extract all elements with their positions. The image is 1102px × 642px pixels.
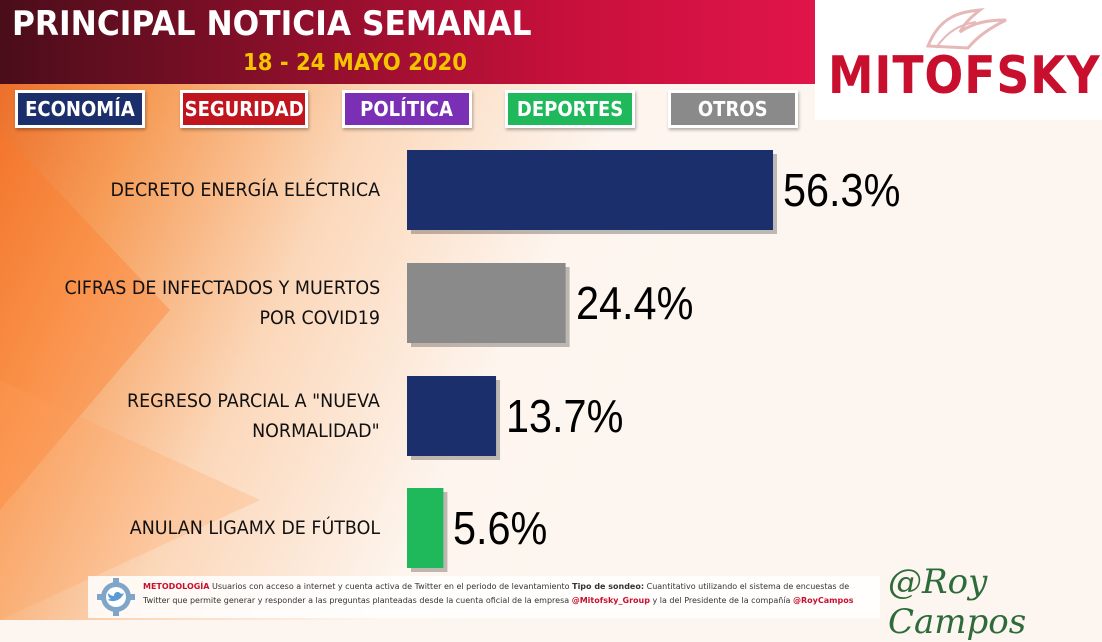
category-label-line: ANULAN LIGAMX DE FÚTBOL — [129, 517, 380, 539]
brand-logo: MITOFSKY — [828, 46, 1101, 106]
page-title: PRINCIPAL NOTICIA SEMANAL — [12, 4, 532, 44]
value-label: 24.4% — [575, 277, 694, 329]
tab-seguridad[interactable]: SEGURIDAD — [180, 90, 308, 128]
bar — [407, 376, 497, 456]
tab-deportes[interactable]: DEPORTES — [505, 90, 635, 128]
tab-label: POLÍTICA — [360, 97, 454, 121]
president-handle-link[interactable]: @RoyCampos — [793, 596, 854, 605]
bar-chart — [407, 150, 777, 572]
wing-logo-icon — [925, 8, 1007, 50]
signature: @Roy Campos — [888, 562, 1027, 642]
methodology-label: METODOLOGÍA — [143, 582, 210, 591]
category-label: DECRETO ENERGÍA ELÉCTRICA — [20, 175, 380, 205]
survey-type-label: Tipo de sondeo: — [572, 582, 645, 591]
tab-label: DEPORTES — [516, 97, 624, 121]
tab-label: SEGURIDAD — [184, 97, 304, 121]
bar — [407, 150, 773, 230]
methodology-text: y la del Presidente de la compañía — [649, 596, 793, 605]
category-label-line: REGRESO PARCIAL A "NUEVA — [127, 390, 380, 412]
category-label: CIFRAS DE INFECTADOS Y MUERTOS POR COVID1… — [20, 273, 380, 333]
tab-otros[interactable]: OTROS — [668, 90, 798, 128]
category-label-line: DECRETO ENERGÍA ELÉCTRICA — [110, 179, 380, 201]
bar — [407, 263, 566, 343]
tab-label: OTROS — [698, 97, 768, 121]
survey-type-text: Cuantitativo utilizando el sistema de en… — [143, 582, 850, 605]
methodology-note: METODOLOGÍA Usuarios con acceso a intern… — [143, 580, 878, 608]
company-handle-link[interactable]: @Mitofsky_Group — [571, 596, 650, 605]
date-range: 18 - 24 MAYO 2020 — [243, 50, 468, 76]
gear-twitter-icon — [97, 578, 135, 616]
background-shard — [0, 130, 170, 510]
category-label: ANULAN LIGAMX DE FÚTBOL — [20, 513, 380, 543]
value-label: 56.3% — [783, 164, 901, 216]
logo-area — [815, 0, 1102, 120]
tab-label: ECONOMÍA — [25, 97, 135, 121]
value-label: 5.6% — [453, 502, 548, 554]
category-label: REGRESO PARCIAL A "NUEVA NORMALIDAD" — [20, 386, 380, 446]
footer-panel — [88, 576, 880, 618]
bar — [407, 488, 444, 568]
category-label-line: NORMALIDAD" — [252, 420, 380, 442]
value-label: 13.7% — [506, 390, 624, 442]
category-label-line: POR COVID19 — [259, 307, 380, 329]
tab-economia[interactable]: ECONOMÍA — [15, 90, 145, 128]
methodology-text: Usuarios con acceso a internet y cuenta … — [209, 582, 573, 591]
category-label-line: CIFRAS DE INFECTADOS Y MUERTOS — [64, 277, 380, 299]
tab-politica[interactable]: POLÍTICA — [342, 90, 472, 128]
header-banner — [0, 0, 815, 84]
